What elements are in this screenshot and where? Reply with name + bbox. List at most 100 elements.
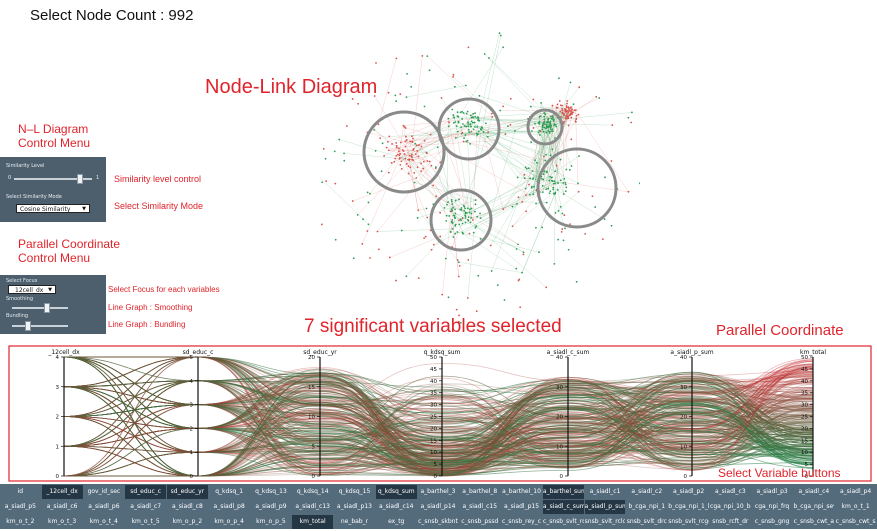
nl-node[interactable] <box>463 125 466 127</box>
nl-node[interactable] <box>545 201 548 204</box>
variable-button[interactable]: gov_id_sec <box>87 488 121 495</box>
nl-node[interactable] <box>551 128 554 131</box>
nl-node[interactable] <box>538 116 541 118</box>
variable-button[interactable]: km_o_t_3 <box>48 518 77 525</box>
nl-node[interactable] <box>405 275 408 278</box>
smoothing-slider-thumb[interactable] <box>43 303 50 313</box>
parallel-coordinates-plot[interactable]: _12cell_dx01234sd_educ_c012345sd_educ_yr… <box>8 345 872 482</box>
nl-node[interactable] <box>528 183 530 186</box>
nl-node[interactable] <box>545 286 548 289</box>
nl-node[interactable] <box>464 211 467 214</box>
nl-node[interactable] <box>415 177 418 179</box>
variable-button[interactable]: km_o_p_4 <box>214 518 244 525</box>
nl-node[interactable] <box>525 194 527 196</box>
nl-node[interactable] <box>400 167 403 170</box>
nl-node[interactable] <box>575 114 578 117</box>
nl-node[interactable] <box>467 258 470 261</box>
nl-node[interactable] <box>559 179 562 182</box>
nl-node[interactable] <box>428 160 431 163</box>
nl-node[interactable] <box>491 115 494 118</box>
nl-node[interactable] <box>398 154 401 157</box>
nl-node[interactable] <box>567 110 570 113</box>
variable-button[interactable]: a_siadl_c6 <box>46 503 78 510</box>
nl-node[interactable] <box>455 308 458 311</box>
variable-button[interactable]: a_siadl_p3 <box>756 488 788 495</box>
nl-node[interactable] <box>476 116 479 119</box>
nl-node[interactable] <box>535 202 537 205</box>
nl-node[interactable] <box>479 237 482 240</box>
nl-node[interactable] <box>560 116 563 118</box>
nl-node[interactable] <box>559 205 562 208</box>
nl-node[interactable] <box>426 216 429 219</box>
nl-node[interactable] <box>416 217 419 219</box>
nl-node[interactable] <box>471 121 474 124</box>
nl-node[interactable] <box>560 230 563 233</box>
nl-node[interactable] <box>408 154 411 157</box>
nl-node[interactable] <box>548 130 551 133</box>
nl-node[interactable] <box>462 140 465 143</box>
pc-axis[interactable]: a_siadl_p_sum 0 10 20 30 40 <box>670 349 713 480</box>
nl-node[interactable] <box>463 137 465 140</box>
nl-node[interactable] <box>573 109 576 112</box>
variable-button[interactable]: c_snsb_gng <box>754 518 790 525</box>
nl-node[interactable] <box>395 279 397 282</box>
nl-node[interactable] <box>351 200 354 202</box>
nl-node[interactable] <box>417 277 420 280</box>
variable-button[interactable]: q_kdsq_14 <box>296 488 329 495</box>
nl-node[interactable] <box>551 148 554 151</box>
nl-node[interactable] <box>499 34 502 37</box>
variable-button[interactable]: a_siadl_p9 <box>255 503 287 510</box>
nl-node[interactable] <box>554 193 556 195</box>
nl-node[interactable] <box>469 114 472 117</box>
nl-node[interactable] <box>415 144 418 147</box>
nl-node[interactable] <box>401 149 404 151</box>
nl-node[interactable] <box>507 125 509 128</box>
nl-node[interactable] <box>465 125 468 128</box>
nl-node[interactable] <box>521 200 524 203</box>
nl-node[interactable] <box>425 152 428 155</box>
nl-node[interactable] <box>406 72 408 75</box>
nl-node[interactable] <box>395 146 398 149</box>
nl-node[interactable] <box>462 123 464 125</box>
nl-node[interactable] <box>533 185 535 188</box>
nl-node[interactable] <box>452 236 455 238</box>
nl-node[interactable] <box>532 98 535 101</box>
nl-node[interactable] <box>538 251 540 254</box>
nl-node[interactable] <box>604 176 606 179</box>
nl-node[interactable] <box>519 306 522 309</box>
nl-node[interactable] <box>423 105 426 108</box>
variable-button[interactable]: c_snsb_cwt_a <box>793 518 835 525</box>
nl-node[interactable] <box>470 130 473 133</box>
nl-node[interactable] <box>541 128 544 131</box>
nl-node[interactable] <box>511 225 514 228</box>
nl-node[interactable] <box>477 130 480 133</box>
nl-node[interactable] <box>557 210 560 212</box>
nl-node[interactable] <box>552 119 555 122</box>
nl-node[interactable] <box>464 134 467 136</box>
variable-button[interactable]: snsb_svlt_rcgc <box>668 518 709 525</box>
nl-node[interactable] <box>543 115 546 118</box>
nl-node[interactable] <box>549 190 552 193</box>
nl-node[interactable] <box>552 130 554 133</box>
nl-node[interactable] <box>509 97 512 100</box>
nl-node[interactable] <box>547 126 550 129</box>
nl-node[interactable] <box>450 220 453 223</box>
nl-node[interactable] <box>516 176 519 179</box>
nl-node[interactable] <box>365 82 367 85</box>
nl-node[interactable] <box>408 158 411 161</box>
nl-node[interactable] <box>404 140 407 143</box>
nl-node[interactable] <box>559 158 562 161</box>
nl-node[interactable] <box>481 127 484 129</box>
nl-node[interactable] <box>465 140 468 143</box>
nl-node[interactable] <box>439 161 442 164</box>
nl-node[interactable] <box>567 117 570 120</box>
variable-button[interactable]: a_siadl_c15 <box>462 503 498 510</box>
nl-node[interactable] <box>473 121 476 124</box>
nl-node[interactable] <box>459 321 462 324</box>
variable-button[interactable]: km_o_t_5 <box>131 518 160 525</box>
node-link-diagram[interactable] <box>320 12 640 342</box>
variable-button[interactable]: snsb_svlt_drc <box>626 518 667 525</box>
pc-axis[interactable]: a_siadl_c_sum 0 10 20 30 40 <box>547 349 590 480</box>
nl-node[interactable] <box>387 91 390 94</box>
nl-node[interactable] <box>411 153 413 156</box>
